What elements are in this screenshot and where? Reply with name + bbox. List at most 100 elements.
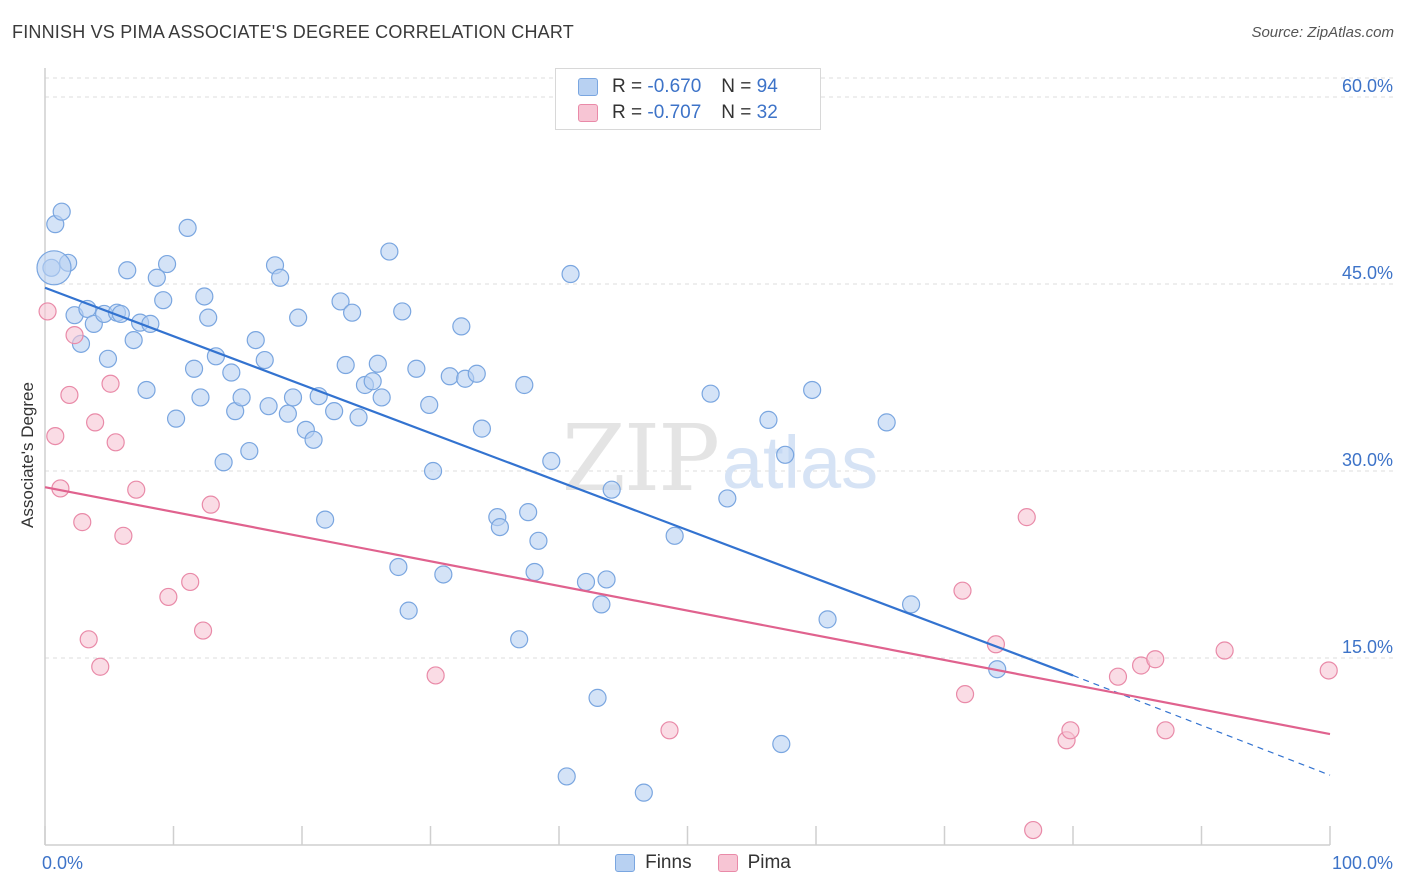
legend-item-pima[interactable]: Pima bbox=[717, 852, 791, 874]
series-legend: Finns Pima bbox=[0, 852, 1406, 874]
finns-legend-label: Finns bbox=[645, 852, 692, 873]
finns-point bbox=[557, 767, 576, 786]
finns-point bbox=[289, 308, 308, 327]
finns-point bbox=[331, 292, 350, 311]
finns-point bbox=[515, 375, 534, 395]
pima-point bbox=[1061, 721, 1080, 740]
pima-point bbox=[65, 326, 84, 345]
pima-point bbox=[1319, 661, 1338, 680]
finns-point bbox=[372, 388, 391, 407]
finns-point bbox=[98, 349, 118, 368]
pima-point bbox=[953, 581, 972, 600]
y-tick-label-3: 60.0% bbox=[1342, 76, 1393, 96]
watermark: ZIP atlas bbox=[562, 405, 878, 512]
y-tick-label-1: 30.0% bbox=[1342, 450, 1393, 470]
finns-point bbox=[259, 397, 278, 416]
pima-point bbox=[79, 630, 98, 649]
pima-point bbox=[181, 572, 200, 592]
finns-point bbox=[803, 380, 822, 400]
axes bbox=[44, 68, 1331, 846]
finns-point bbox=[718, 489, 737, 508]
pima-point bbox=[91, 657, 110, 676]
finns-point bbox=[393, 302, 412, 321]
finns-point bbox=[597, 570, 616, 589]
legend-item-finns[interactable]: Finns bbox=[615, 852, 692, 874]
finns-point bbox=[759, 410, 778, 429]
correlation-legend: R = -0.670 N = 94 R = -0.707 N = 32 bbox=[555, 68, 821, 130]
finns-point bbox=[157, 254, 177, 274]
finns-point bbox=[36, 250, 72, 286]
finns-point bbox=[588, 688, 607, 707]
pima-trend-line bbox=[44, 486, 1331, 736]
finns-point bbox=[877, 413, 896, 432]
legend-row-finns: R = -0.670 N = 94 bbox=[578, 74, 778, 100]
finns-point bbox=[195, 287, 214, 306]
pima-point bbox=[127, 480, 146, 499]
finns-point bbox=[222, 363, 241, 382]
pima-point bbox=[46, 426, 65, 446]
finns-point bbox=[440, 367, 459, 386]
finns-point bbox=[490, 517, 509, 537]
pima-n-label: N = bbox=[721, 102, 752, 123]
finns-point bbox=[118, 261, 137, 280]
finns-point bbox=[178, 218, 197, 237]
finns-point bbox=[336, 355, 355, 375]
finns-point bbox=[184, 359, 204, 378]
finns-trend-line bbox=[44, 286, 1074, 677]
svg-text:atlas: atlas bbox=[722, 421, 878, 504]
finns-point bbox=[592, 595, 611, 614]
finns-point bbox=[304, 430, 323, 449]
finns-point bbox=[389, 557, 408, 577]
pima-r-label: R = bbox=[612, 102, 643, 123]
pima-point bbox=[1215, 641, 1234, 660]
pima-point bbox=[86, 413, 105, 432]
finns-point bbox=[701, 384, 720, 403]
pima-points bbox=[38, 302, 1338, 840]
finns-point bbox=[124, 331, 143, 350]
finns-n-label: N = bbox=[721, 76, 752, 97]
finns-point bbox=[525, 562, 544, 582]
pima-point bbox=[201, 495, 220, 514]
pima-point bbox=[193, 621, 213, 640]
x-tick-label-1: 100.0% bbox=[1332, 853, 1393, 873]
finns-points bbox=[36, 202, 1007, 802]
finns-point bbox=[380, 242, 399, 261]
finns-point bbox=[561, 264, 580, 284]
y-axis-label: Associate's Degree bbox=[18, 382, 37, 528]
tick-labels: 15.0% 30.0% 45.0% 60.0% 0.0% 100.0% bbox=[42, 76, 1393, 873]
legend-row-pima: R = -0.707 N = 32 bbox=[578, 100, 778, 126]
grid-lines bbox=[45, 77, 1395, 659]
finns-point bbox=[399, 601, 418, 620]
finns-legend-swatch bbox=[615, 854, 636, 872]
finns-point bbox=[240, 441, 259, 461]
finns-point bbox=[316, 510, 335, 529]
pima-point bbox=[660, 721, 679, 740]
finns-point bbox=[665, 526, 684, 545]
pima-legend-label: Pima bbox=[747, 852, 791, 873]
finns-point bbox=[325, 402, 344, 421]
finns-point bbox=[529, 531, 548, 550]
finns-swatch bbox=[578, 78, 598, 96]
chart-title: FINNISH VS PIMA ASSOCIATE'S DEGREE CORRE… bbox=[12, 22, 574, 42]
pima-point bbox=[60, 385, 79, 405]
finns-point bbox=[407, 359, 426, 378]
pima-point bbox=[101, 374, 120, 393]
trend-lines bbox=[44, 286, 1331, 776]
finns-n-value: 94 bbox=[756, 76, 778, 97]
y-tick-label-0: 15.0% bbox=[1342, 637, 1393, 657]
finns-point bbox=[52, 202, 71, 221]
finns-point bbox=[420, 395, 439, 415]
finns-point bbox=[363, 372, 382, 391]
pima-n-value: 32 bbox=[756, 102, 778, 123]
pima-point bbox=[106, 433, 125, 452]
finns-point bbox=[232, 388, 251, 407]
finns-point bbox=[467, 364, 486, 383]
finns-point bbox=[818, 610, 837, 629]
finns-point bbox=[154, 291, 173, 310]
pima-point bbox=[1024, 820, 1043, 840]
finns-point bbox=[191, 388, 210, 407]
pima-point bbox=[1017, 508, 1036, 527]
pima-legend-swatch bbox=[717, 854, 738, 872]
pima-point bbox=[159, 587, 178, 607]
pima-swatch bbox=[578, 104, 598, 122]
